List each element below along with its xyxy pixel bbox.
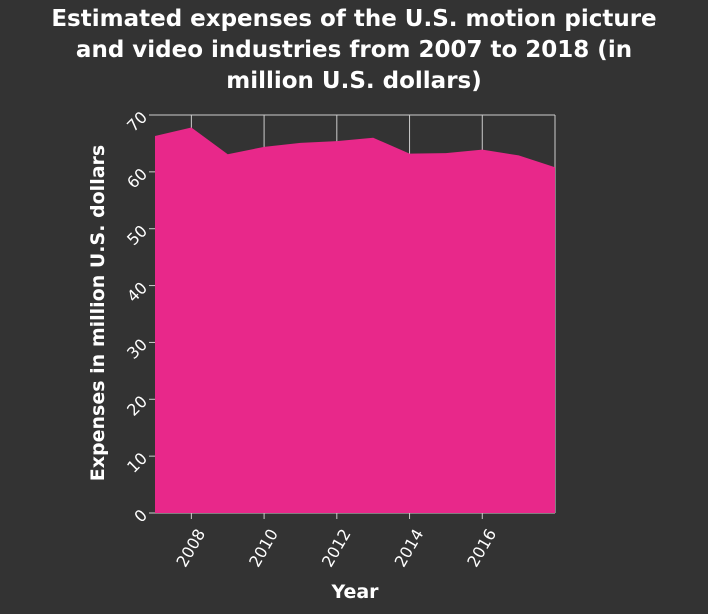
data-point-2010 — [262, 145, 266, 149]
data-point-2015 — [444, 151, 448, 155]
chart-title-line-2: and video industries from 2007 to 2018 (… — [75, 37, 633, 63]
y-tick-label-10: 10 — [123, 449, 151, 477]
y-tick-label-50: 50 — [123, 221, 151, 249]
data-point-2017 — [517, 153, 521, 157]
y-tick-label-0: 0 — [130, 506, 151, 527]
y-tick-label-70: 70 — [123, 108, 151, 136]
y-tick-label-40: 40 — [123, 278, 151, 306]
y-axis-ticks: 0 10 20 30 40 50 60 70 — [123, 108, 155, 527]
data-point-2016 — [480, 148, 484, 152]
x-axis-title: Year — [330, 581, 379, 603]
data-point-2012 — [335, 139, 339, 143]
y-tick-label-30: 30 — [123, 335, 151, 363]
x-tick-label-2008: 2008 — [172, 526, 209, 571]
data-point-2014 — [408, 152, 412, 156]
x-axis-ticks: 2008 2010 2012 2014 2016 — [172, 513, 500, 570]
data-point-2007 — [153, 134, 157, 138]
data-point-2009 — [226, 152, 230, 156]
data-point-2008 — [189, 126, 193, 130]
chart-title-line-1: Estimated expenses of the U.S. motion pi… — [51, 6, 657, 32]
x-tick-label-2014: 2014 — [391, 526, 428, 571]
chart-title-line-3: million U.S. dollars) — [226, 68, 482, 94]
chart-title: Estimated expenses of the U.S. motion pi… — [0, 4, 708, 97]
y-tick-label-20: 20 — [123, 392, 151, 420]
x-tick-label-2012: 2012 — [318, 526, 355, 571]
data-point-2011 — [298, 141, 302, 145]
x-tick-label-2010: 2010 — [245, 526, 282, 571]
y-tick-label-60: 60 — [123, 164, 151, 192]
data-point-2013 — [371, 136, 375, 140]
data-point-2018 — [553, 165, 557, 169]
x-tick-label-2016: 2016 — [463, 526, 500, 571]
area-series-expenses — [155, 127, 555, 513]
y-axis-title: Expenses in million U.S. dollars — [87, 145, 109, 481]
